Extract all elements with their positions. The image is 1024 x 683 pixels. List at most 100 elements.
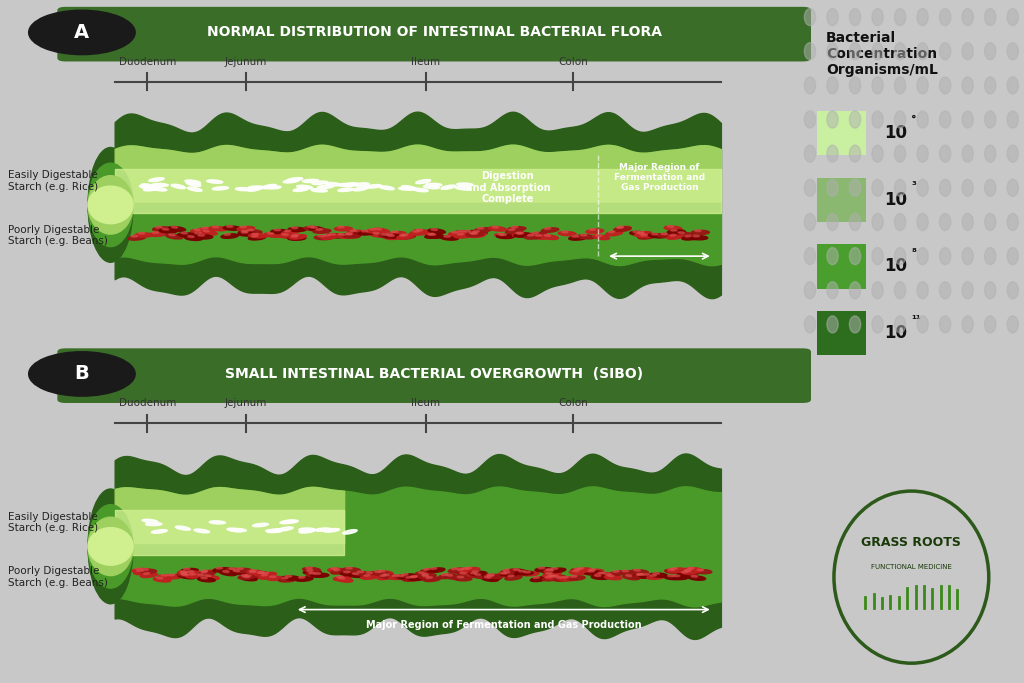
Ellipse shape [257,572,264,574]
Text: 10: 10 [885,124,907,142]
Circle shape [985,145,995,163]
Ellipse shape [515,232,522,234]
Ellipse shape [681,571,687,573]
Ellipse shape [88,517,133,576]
Text: FUNCTIONAL MEDICINE: FUNCTIONAL MEDICINE [871,564,951,570]
Circle shape [963,180,973,197]
Ellipse shape [88,489,133,604]
Ellipse shape [134,570,152,574]
Ellipse shape [685,235,691,237]
Ellipse shape [638,232,644,234]
Ellipse shape [605,231,623,236]
Ellipse shape [471,233,477,234]
Ellipse shape [236,188,252,191]
Ellipse shape [289,234,306,239]
Circle shape [963,111,973,128]
Ellipse shape [325,234,331,236]
Ellipse shape [337,576,343,578]
Ellipse shape [668,575,674,576]
Ellipse shape [338,234,345,236]
Circle shape [895,316,905,333]
Text: NORMAL DISTRIBUTION OF INTESTINAL BACTERIAL FLORA: NORMAL DISTRIBUTION OF INTESTINAL BACTER… [207,25,662,40]
Ellipse shape [694,570,712,574]
Ellipse shape [230,529,247,531]
Ellipse shape [380,574,397,579]
Ellipse shape [258,572,264,573]
Ellipse shape [543,573,560,577]
Ellipse shape [238,232,256,236]
Ellipse shape [168,574,174,576]
Ellipse shape [288,227,306,232]
Ellipse shape [226,225,232,227]
Ellipse shape [201,571,208,573]
Text: Ileum: Ileum [412,57,440,66]
Circle shape [827,281,838,299]
Ellipse shape [183,568,190,570]
Ellipse shape [244,229,262,234]
Circle shape [827,8,838,26]
Ellipse shape [513,569,519,570]
Circle shape [872,316,883,333]
Ellipse shape [373,232,380,234]
Ellipse shape [527,234,534,236]
Circle shape [895,76,905,94]
Ellipse shape [347,230,365,234]
Ellipse shape [139,185,155,189]
Ellipse shape [159,229,177,233]
Ellipse shape [315,528,331,531]
Circle shape [918,42,928,60]
Ellipse shape [264,186,281,189]
Ellipse shape [424,185,439,189]
Ellipse shape [302,180,318,182]
Ellipse shape [524,235,542,239]
Ellipse shape [142,519,158,522]
FancyBboxPatch shape [817,311,866,355]
Ellipse shape [549,575,566,580]
Ellipse shape [342,183,357,186]
Ellipse shape [366,184,381,188]
Ellipse shape [589,569,596,570]
Ellipse shape [312,181,328,184]
Ellipse shape [261,574,267,576]
Ellipse shape [394,575,412,580]
Circle shape [827,247,838,265]
Ellipse shape [198,574,204,576]
Ellipse shape [681,570,698,575]
Ellipse shape [227,528,243,532]
Circle shape [985,111,995,128]
Ellipse shape [361,230,368,232]
Ellipse shape [326,234,344,238]
Ellipse shape [570,576,577,577]
Ellipse shape [546,576,552,578]
Ellipse shape [209,227,227,231]
Ellipse shape [500,570,517,574]
Ellipse shape [686,569,692,571]
Ellipse shape [545,575,563,579]
Ellipse shape [426,576,432,579]
Ellipse shape [481,576,499,581]
Ellipse shape [230,570,248,574]
Ellipse shape [572,236,579,237]
Ellipse shape [548,575,555,576]
Ellipse shape [372,571,389,576]
Ellipse shape [675,232,692,236]
Circle shape [895,145,905,163]
Ellipse shape [142,568,148,570]
Circle shape [985,281,995,299]
Circle shape [827,145,838,163]
Ellipse shape [634,570,640,571]
Ellipse shape [462,231,478,235]
Circle shape [849,247,860,265]
Text: Colon: Colon [558,398,589,408]
Ellipse shape [634,574,652,579]
Ellipse shape [306,570,313,572]
Ellipse shape [195,235,213,239]
Ellipse shape [422,574,428,575]
Text: Bacterial
Concentration
Organisms/mL: Bacterial Concentration Organisms/mL [825,31,938,77]
Ellipse shape [379,570,385,572]
Ellipse shape [135,568,142,570]
Ellipse shape [401,186,417,190]
Ellipse shape [438,574,456,579]
Ellipse shape [551,568,558,570]
Ellipse shape [508,227,526,231]
